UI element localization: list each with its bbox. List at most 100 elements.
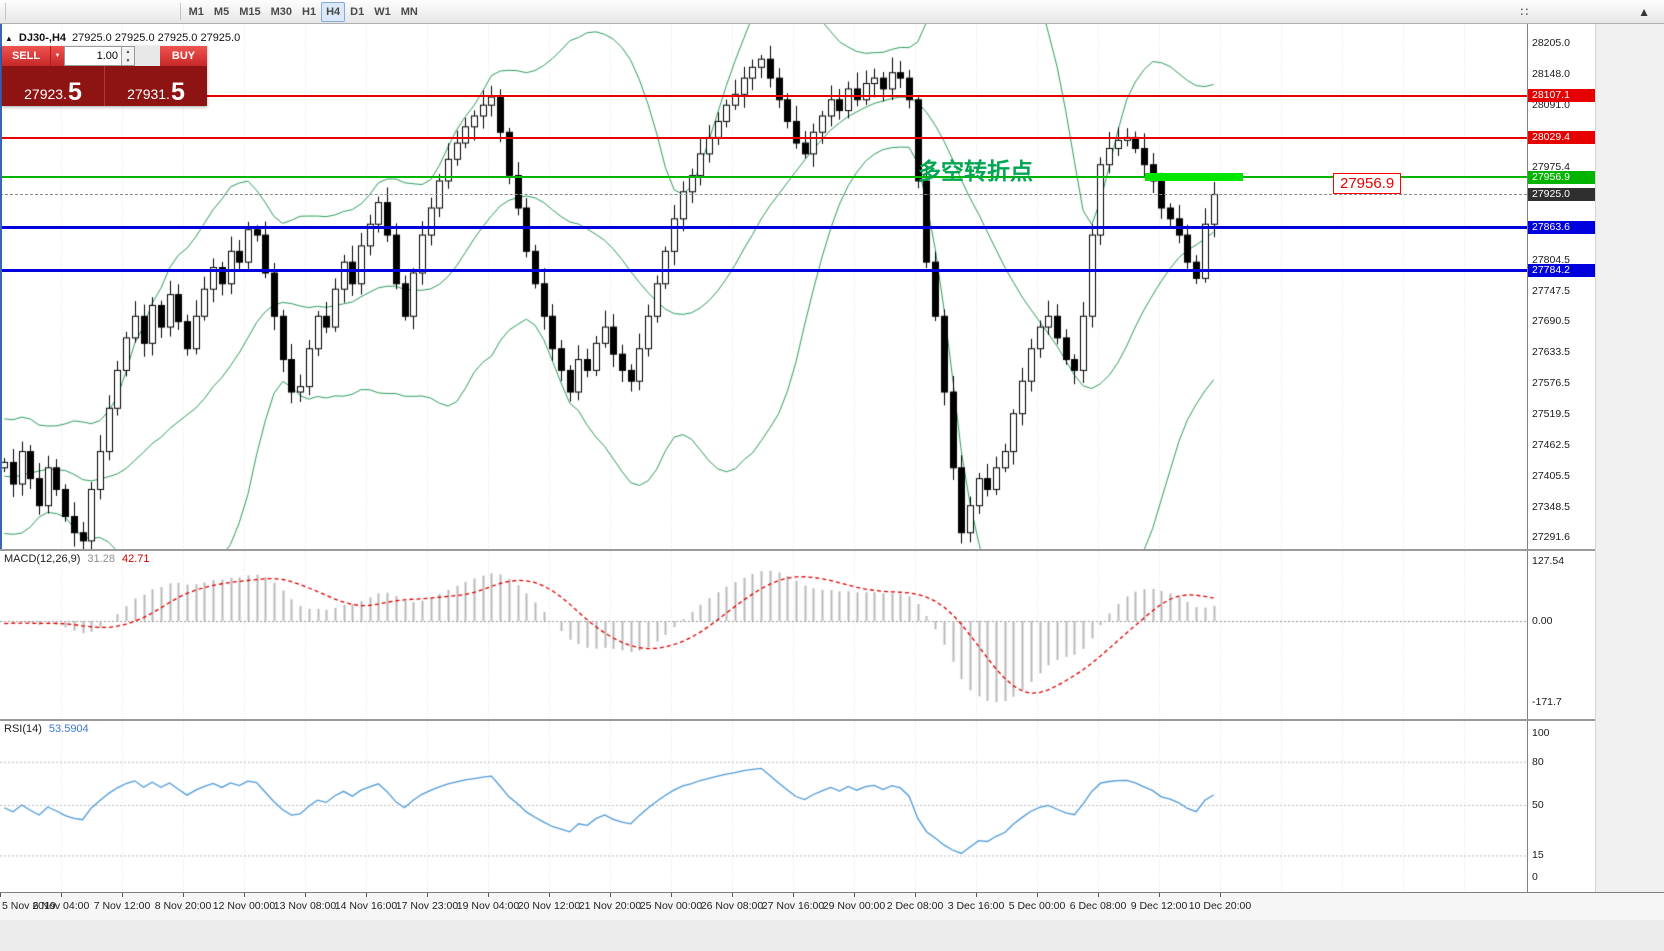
current-price-tag: 27925.0 [1528,187,1595,201]
price-axis-label: 27405.5 [1532,469,1570,482]
time-label: 14 Nov 16:00 [334,900,398,912]
left-edge-line [0,24,2,549]
timeframe-h1[interactable]: H1 [302,5,317,18]
grip-icon: ∷ [1520,4,1529,19]
horizontal-line[interactable] [0,269,1527,273]
tile-windows-button[interactable]: ⊞ [2,0,20,3]
toolbar-grip[interactable]: ∷ [1516,2,1532,22]
time-label: 21 Nov 20:00 [578,900,642,912]
buy-price-button[interactable]: 27931. 5 [105,66,207,106]
rsi-axis-label: 15 [1532,849,1544,862]
price-axis-label: 27975.4 [1532,161,1570,174]
sell-button[interactable]: SELL [2,46,50,66]
time-label: 25 Nov 00:00 [639,900,703,912]
symbol-header: ▲ DJ30-,H4 27925.0 27925.0 27925.0 27925… [5,32,240,44]
toolbar-separator [179,3,181,20]
time-label: 8 Nov 20:00 [154,900,212,912]
sell-price-frac: 5 [67,77,82,106]
time-label: 5 Dec 00:00 [1008,900,1066,912]
macd-canvas[interactable] [0,551,1527,719]
volume-up-icon[interactable]: ▲ [125,48,131,55]
price-axis[interactable]: 28205.028148.028091.028034.027975.427918… [1527,24,1595,892]
price-axis-label: 27462.5 [1532,438,1570,451]
time-tick [1098,893,1099,897]
rsi-canvas[interactable] [0,721,1527,891]
current-price-line [0,194,1527,196]
buy-button[interactable]: BUY [160,46,207,66]
toolbar-collapse-button[interactable]: ▲ [1634,2,1654,22]
symbol-marker-icon: ▲ [5,33,13,43]
buy-price-frac: 5 [170,77,185,106]
horizontal-line[interactable] [0,176,1527,179]
price-annotation-box[interactable]: 27956.9 [1333,173,1402,194]
sell-options-caret[interactable]: ▼ [50,46,64,66]
symbol-name: DJ30-,H4 [18,32,66,44]
time-label: 7 Nov 12:00 [93,900,151,912]
horizontal-line[interactable] [0,136,1527,139]
time-label: 9 Dec 12:00 [1130,900,1188,912]
timeframe-d1[interactable]: D1 [350,5,365,18]
timeframe-h4[interactable]: H4 [321,1,346,22]
timeframe-group: M1 M5 M15 M30 H1 H4 D1 W1 MN [184,1,423,22]
macd-signal-value: 42.71 [121,553,150,565]
time-label: 6 Dec 08:00 [1069,900,1127,912]
highlight-line-segment[interactable] [1145,173,1243,182]
timeframe-m15[interactable]: M15 [239,5,261,18]
right-gutter [1595,24,1664,892]
timeframe-w1[interactable]: W1 [374,5,391,18]
main-chart-canvas[interactable] [0,24,1527,549]
price-tag: 27863.6 [1528,221,1595,235]
time-tick [1159,893,1160,897]
timeframe-m30[interactable]: M30 [270,5,293,18]
time-tick [549,893,550,897]
one-click-prices: 27923. 5 27931. 5 [2,66,207,106]
price-axis-label: 27348.5 [1532,500,1570,513]
price-axis-label: 27291.6 [1532,531,1570,544]
panel-separator[interactable] [0,549,1595,551]
time-label: 17 Nov 23:00 [395,900,459,912]
rsi-axis-label: 50 [1532,799,1544,811]
volume-input[interactable] [64,46,122,66]
horizontal-line[interactable] [0,94,1527,97]
macd-axis-label: 127.54 [1532,554,1565,567]
time-tick [0,893,1,897]
time-label: 19 Nov 04:00 [456,900,520,912]
time-tick [488,893,489,897]
sell-price-button[interactable]: 27923. 5 [2,66,105,106]
time-label: 3 Dec 16:00 [947,900,1005,912]
timeframe-mn[interactable]: MN [400,5,418,18]
time-tick [183,893,184,897]
symbol-ohlc: 27925.0 27925.0 27925.0 27925.0 [72,32,241,44]
time-tick [976,893,977,897]
horizontal-line[interactable] [0,226,1527,230]
rsi-axis-label: 100 [1532,727,1550,739]
macd-axis-label: 0.00 [1532,615,1553,627]
time-tick [1037,893,1038,897]
timeframe-m1[interactable]: M1 [188,5,204,18]
collapse-icon: ▲ [1638,4,1650,19]
chart-window: 多空转折点 27956.9 ▲ DJ30-,H4 27925.0 27925.0… [0,24,1664,951]
time-label: 26 Nov 08:00 [700,900,764,912]
price-axis-label: 27576.5 [1532,377,1570,390]
timeframe-m5[interactable]: M5 [213,5,230,18]
rsi-panel: RSI(14) 53.5904 [0,721,1527,891]
time-label: 10 Dec 20:00 [1188,900,1252,912]
volume-spinner[interactable]: ▲ ▼ [122,46,135,66]
main-chart-area: 多空转折点 27956.9 ▲ DJ30-,H4 27925.0 27925.0… [0,24,1527,549]
time-tick [122,893,123,897]
toolbar-group: ⊞ [2,0,177,3]
time-label: 5 Nov 2019 [2,900,56,912]
rsi-axis-label: 80 [1532,755,1544,768]
time-tick [366,893,367,897]
panel-separator[interactable] [0,719,1595,721]
price-axis-label: 28148.0 [1532,67,1570,80]
toolbar: ▦新订单◆▥◉▶自动交易╫▮≈⊕⊖⊞≫↦+▾↻▾▤▾↖+│─╱∥FA▭►▾ M1… [0,0,1664,147]
time-tick [244,893,245,897]
price-axis-label: 27747.5 [1532,284,1570,297]
macd-title: MACD(12,26,9) [4,553,81,565]
volume-down-icon[interactable]: ▼ [125,57,131,64]
price-axis-label: 27519.5 [1532,407,1570,420]
chinese-annotation[interactable]: 多空转折点 [918,158,1033,184]
time-axis[interactable]: 5 Nov 2019 6 Nov 04:00 7 Nov 12:00 8 Nov 20… [0,892,1664,920]
price-axis-label: 27690.5 [1532,315,1570,328]
